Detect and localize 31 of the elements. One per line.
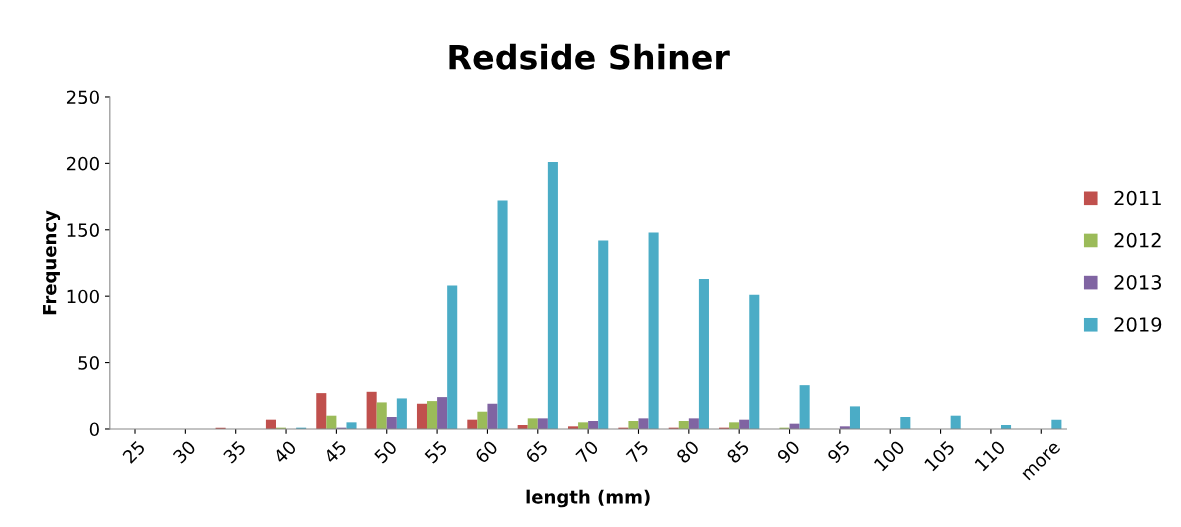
chart-title: Redside Shiner <box>449 43 730 70</box>
x-tick-label: 40 <box>272 439 298 465</box>
y-tick-label: 200 <box>66 156 99 171</box>
x-tick-label: 25 <box>121 440 146 464</box>
x-tick-label: 65 <box>524 440 549 464</box>
y-tick-label: 150 <box>67 223 99 237</box>
x-tick-label: 30 <box>172 439 197 464</box>
x-tick-label: 80 <box>675 439 700 464</box>
x-tick-label: 50 <box>373 439 398 464</box>
x-tick-label: 100 <box>873 439 906 472</box>
x-axis-title: length (mm) <box>526 489 650 508</box>
x-tick-label: 55 <box>424 440 448 464</box>
x-tick-label: 45 <box>323 440 348 465</box>
x-tick-label: 105 <box>923 440 956 472</box>
y-tick-label: 100 <box>67 289 99 304</box>
x-tick-label: 35 <box>222 440 247 464</box>
y-tick-label: 250 <box>66 90 99 105</box>
x-tick-label: 75 <box>625 440 650 464</box>
x-tick-label: 85 <box>725 440 750 464</box>
legend-label: 2013 <box>1114 274 1162 290</box>
x-tick-label: 70 <box>575 439 600 464</box>
legend-label: 2019 <box>1114 317 1162 332</box>
legend-label: 2012 <box>1114 232 1161 248</box>
y-tick-label: 0 <box>89 422 99 437</box>
y-axis-title: Frequency <box>43 210 61 315</box>
x-tick-label: 60 <box>474 439 499 464</box>
x-tick-label: 95 <box>826 440 851 465</box>
x-tick-label: 110 <box>974 439 1006 472</box>
x-tick-label: 90 <box>776 439 801 465</box>
y-tick-label: 50 <box>78 356 99 370</box>
legend-label: 2011 <box>1114 190 1161 206</box>
